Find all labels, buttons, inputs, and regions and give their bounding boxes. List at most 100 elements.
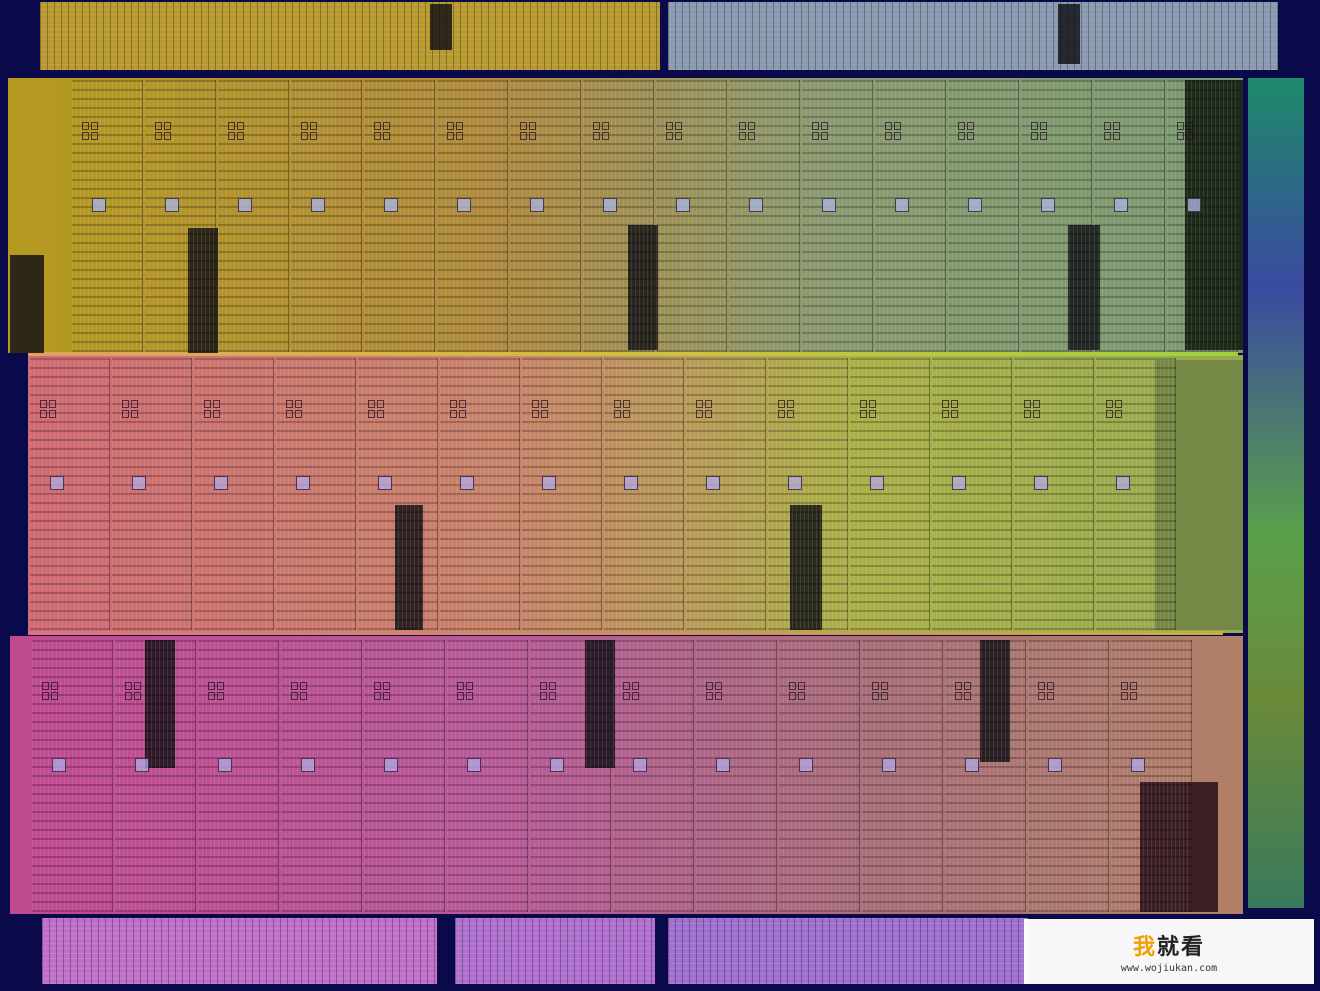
register-cell: [368, 400, 375, 408]
register-cell: [450, 410, 457, 418]
register-cell: [967, 132, 974, 140]
register-cell: [1040, 122, 1047, 130]
register-cell: [237, 132, 244, 140]
highlight-cell: [968, 198, 982, 212]
cache-block-2: [188, 228, 218, 353]
register-cell: [951, 400, 958, 408]
register-cell: [787, 400, 794, 408]
register-cell: [295, 410, 302, 418]
register-cell: [1031, 132, 1038, 140]
register-cell: [374, 682, 381, 690]
power-rail-2: [28, 631, 1223, 635]
register-cell: [715, 692, 722, 700]
register-cell: [520, 132, 527, 140]
register-cell: [164, 122, 171, 130]
highlight-cell: [214, 476, 228, 490]
register-cell: [541, 410, 548, 418]
register-cell: [1024, 410, 1031, 418]
register-cell: [967, 122, 974, 130]
register-cell: [383, 682, 390, 690]
register-cell: [49, 410, 56, 418]
register-cell: [869, 400, 876, 408]
register-cell: [1104, 132, 1111, 140]
register-cell: [812, 122, 819, 130]
register-cell: [383, 692, 390, 700]
highlight-cell: [218, 758, 232, 772]
watermark-brand-first: 我: [1132, 934, 1157, 959]
register-cell: [881, 682, 888, 690]
highlight-cell: [822, 198, 836, 212]
highlight-cell: [50, 476, 64, 490]
register-cell: [131, 410, 138, 418]
core-column: [1028, 640, 1109, 912]
register-cell: [529, 122, 536, 130]
register-cell: [40, 400, 47, 408]
highlight-cell: [1034, 476, 1048, 490]
register-cell: [1031, 122, 1038, 130]
register-cell: [706, 692, 713, 700]
register-cell: [459, 410, 466, 418]
register-cell: [125, 682, 132, 690]
highlight-cell: [457, 198, 471, 212]
power-rail-1: [28, 352, 1238, 356]
watermark-url: www.wojiukan.com: [1120, 963, 1218, 974]
core-column: [1096, 358, 1176, 630]
register-cell: [1033, 410, 1040, 418]
top-io-strip-left: [40, 2, 660, 70]
register-cell: [300, 682, 307, 690]
highlight-cell: [460, 476, 474, 490]
register-cell: [1130, 682, 1137, 690]
register-cell: [821, 122, 828, 130]
register-cell: [131, 400, 138, 408]
register-cell: [155, 122, 162, 130]
register-cell: [675, 132, 682, 140]
watermark-brand: 我就看: [1133, 929, 1205, 961]
highlight-cell: [716, 758, 730, 772]
pll-block: [1155, 360, 1243, 630]
core-column: [440, 358, 520, 630]
core-column: [948, 80, 1019, 352]
core-column: [115, 640, 196, 912]
highlight-cell: [1041, 198, 1055, 212]
highlight-cell: [384, 198, 398, 212]
core-column: [945, 640, 1026, 912]
core-column: [358, 358, 438, 630]
register-cell: [798, 682, 805, 690]
register-cell: [1177, 122, 1184, 130]
register-cell: [1186, 122, 1193, 130]
register-cell: [134, 682, 141, 690]
register-cell: [383, 122, 390, 130]
register-cell: [706, 682, 713, 690]
register-cell: [748, 122, 755, 130]
highlight-cell: [384, 758, 398, 772]
register-cell: [51, 692, 58, 700]
register-cell: [208, 682, 215, 690]
watermark-brand-rest: 就看: [1157, 934, 1206, 959]
register-cell: [213, 410, 220, 418]
register-cell: [466, 692, 473, 700]
core-column: [729, 80, 800, 352]
register-cell: [955, 692, 962, 700]
core-column: [1021, 80, 1092, 352]
register-cell: [204, 400, 211, 408]
highlight-cell: [378, 476, 392, 490]
register-cell: [958, 122, 965, 130]
register-cell: [82, 122, 89, 130]
register-cell: [593, 132, 600, 140]
register-cell: [291, 682, 298, 690]
core-column: [779, 640, 860, 912]
register-cell: [778, 410, 785, 418]
core-column: [768, 358, 848, 630]
register-cell: [1121, 682, 1128, 690]
cache-block-10: [980, 640, 1010, 762]
register-cell: [456, 132, 463, 140]
register-cell: [450, 400, 457, 408]
register-cell: [541, 400, 548, 408]
register-cell: [1121, 692, 1128, 700]
core-column: [1014, 358, 1094, 630]
register-cell: [942, 410, 949, 418]
register-cell: [860, 400, 867, 408]
register-cell: [958, 132, 965, 140]
core-column: [510, 80, 581, 352]
core-column: [32, 640, 113, 912]
